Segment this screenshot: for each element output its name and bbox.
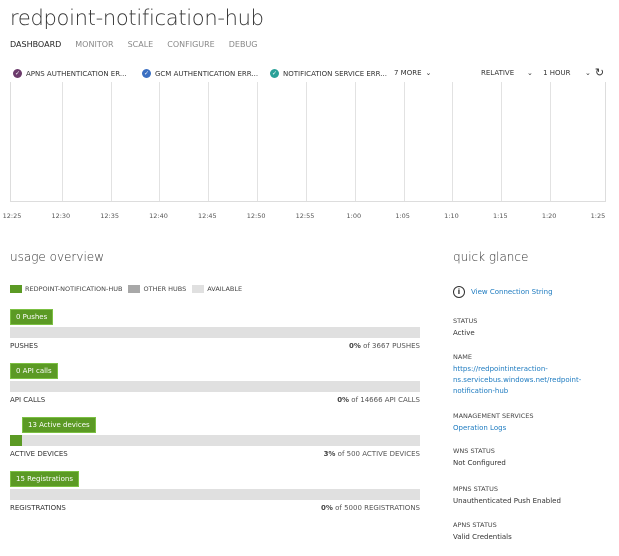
- grid-line: [61, 82, 63, 201]
- usage-bar: [10, 435, 420, 446]
- usage-label: REGISTRATIONS: [10, 504, 66, 512]
- chevron-down-icon: ⌄: [585, 68, 591, 77]
- time-tick: 1:05: [395, 212, 410, 220]
- time-tick: 1:15: [492, 212, 508, 220]
- usage-label: ACTIVE DEVICES: [10, 450, 68, 458]
- refresh-button[interactable]: ⌄ ↻: [585, 66, 604, 79]
- quick-glance-key: MANAGEMENT SERVICES: [453, 412, 534, 420]
- quick-glance-item: WNS STATUS Not Configured: [453, 447, 593, 469]
- metric-notification-service[interactable]: ✓ NOTIFICATION SERVICE ERR...: [270, 69, 387, 78]
- tab-dashboard[interactable]: DASHBOARD: [10, 40, 62, 49]
- more-metrics-button[interactable]: 7 MORE ⌄: [394, 69, 432, 77]
- grid-line: [208, 82, 210, 201]
- metric-apns[interactable]: ✓ APNS AUTHENTICATION ER...: [13, 69, 127, 78]
- view-connection-string[interactable]: i View Connection String: [453, 286, 553, 298]
- time-tick: 12:55: [295, 212, 315, 220]
- range-select[interactable]: ⌄ 1 HOUR: [527, 69, 571, 77]
- grid-line: [452, 82, 454, 201]
- usage-flag: 13 Active devices: [22, 417, 96, 433]
- quick-glance-key: NAME: [453, 353, 473, 361]
- usage-title: usage overview: [10, 250, 105, 264]
- usage-flag: 15 Registrations: [10, 471, 79, 487]
- tab-debug[interactable]: DEBUG: [228, 40, 258, 49]
- quick-glance-item: STATUS Active: [453, 317, 593, 339]
- info-icon: i: [453, 286, 465, 298]
- quick-glance-key: STATUS: [453, 317, 478, 325]
- time-tick: 12:45: [197, 212, 217, 220]
- usage-bar: [10, 489, 420, 500]
- quick-glance-title: quick glance: [453, 250, 529, 264]
- grid-line: [354, 82, 356, 201]
- usage-flag: 0 API calls: [10, 363, 58, 379]
- usage-label: PUSHES: [10, 342, 38, 350]
- check-icon: ✓: [13, 69, 22, 78]
- usage-percent: 0% of 3667 PUSHES: [348, 342, 420, 350]
- chevron-down-icon: ⌄: [425, 69, 432, 77]
- time-tick: 1:10: [444, 212, 459, 220]
- quick-glance-value[interactable]: https://redpointinteraction-ns.servicebu…: [453, 365, 582, 395]
- grid-line: [159, 82, 161, 201]
- check-icon: ✓: [142, 69, 151, 78]
- tab-configure[interactable]: CONFIGURE: [167, 40, 215, 49]
- quick-glance-value: Valid Credentials: [453, 533, 512, 541]
- quick-glance-item: MANAGEMENT SERVICES Operation Logs: [453, 412, 593, 434]
- quick-glance-item: NAME https://redpointinteraction-ns.serv…: [453, 353, 593, 397]
- quick-glance-value: Unauthenticated Push Enabled: [453, 497, 561, 505]
- grid-line: [501, 82, 503, 201]
- chevron-down-icon: ⌄: [527, 69, 533, 77]
- quick-glance-item: APNS STATUS Valid Credentials: [453, 521, 593, 543]
- time-tick: 12:35: [100, 212, 120, 220]
- quick-glance-key: WNS STATUS: [453, 447, 495, 455]
- legend-other: OTHER HUBS: [128, 285, 186, 293]
- usage-flag: 0 Pushes: [10, 309, 54, 325]
- usage-percent: 0% of 14666 API CALLS: [337, 396, 420, 404]
- usage-percent: 0% of 5000 REGISTRATIONS: [321, 504, 420, 512]
- grid-line: [110, 82, 112, 201]
- usage-bar-fill: [10, 435, 23, 446]
- quick-glance-value: Active: [453, 329, 475, 337]
- range-mode-select[interactable]: RELATIVE: [481, 69, 515, 77]
- quick-glance-item: MPNS STATUS Unauthenticated Push Enabled: [453, 485, 593, 507]
- metrics-chart: [10, 82, 606, 202]
- quick-glance-value: Not Configured: [453, 459, 506, 467]
- tab-bar: DASHBOARD MONITOR SCALE CONFIGURE DEBUG: [10, 40, 258, 49]
- time-tick: 1:25: [590, 212, 606, 220]
- grid-line: [550, 82, 552, 201]
- legend-hub: REDPOINT-NOTIFICATION-HUB: [10, 285, 122, 293]
- time-tick: 12:25: [2, 212, 22, 220]
- tab-monitor[interactable]: MONITOR: [75, 40, 114, 49]
- quick-glance-key: MPNS STATUS: [453, 485, 498, 493]
- grid-line: [257, 82, 259, 201]
- refresh-icon: ↻: [594, 66, 605, 79]
- page-title: redpoint-notification-hub: [10, 6, 264, 30]
- check-icon: ✓: [270, 69, 279, 78]
- quick-glance-key: APNS STATUS: [453, 521, 497, 529]
- quick-glance-value[interactable]: Operation Logs: [453, 424, 507, 432]
- time-tick: 12:50: [246, 212, 266, 220]
- usage-percent: 3% of 500 ACTIVE DEVICES: [323, 450, 420, 458]
- usage-bar: [10, 327, 420, 338]
- usage-bar: [10, 381, 420, 392]
- time-tick: 1:00: [346, 212, 362, 220]
- metric-gcm[interactable]: ✓ GCM AUTHENTICATION ERR...: [142, 69, 259, 78]
- grid-line: [305, 82, 307, 201]
- legend-available: AVAILABLE: [192, 285, 242, 293]
- time-tick: 12:40: [149, 212, 168, 220]
- grid-line: [403, 82, 405, 201]
- usage-legend: REDPOINT-NOTIFICATION-HUB OTHER HUBS AVA…: [10, 285, 242, 293]
- usage-label: API CALLS: [10, 396, 46, 404]
- time-tick: 1:20: [541, 212, 557, 220]
- tab-scale[interactable]: SCALE: [127, 40, 154, 49]
- time-tick: 12:30: [51, 212, 71, 220]
